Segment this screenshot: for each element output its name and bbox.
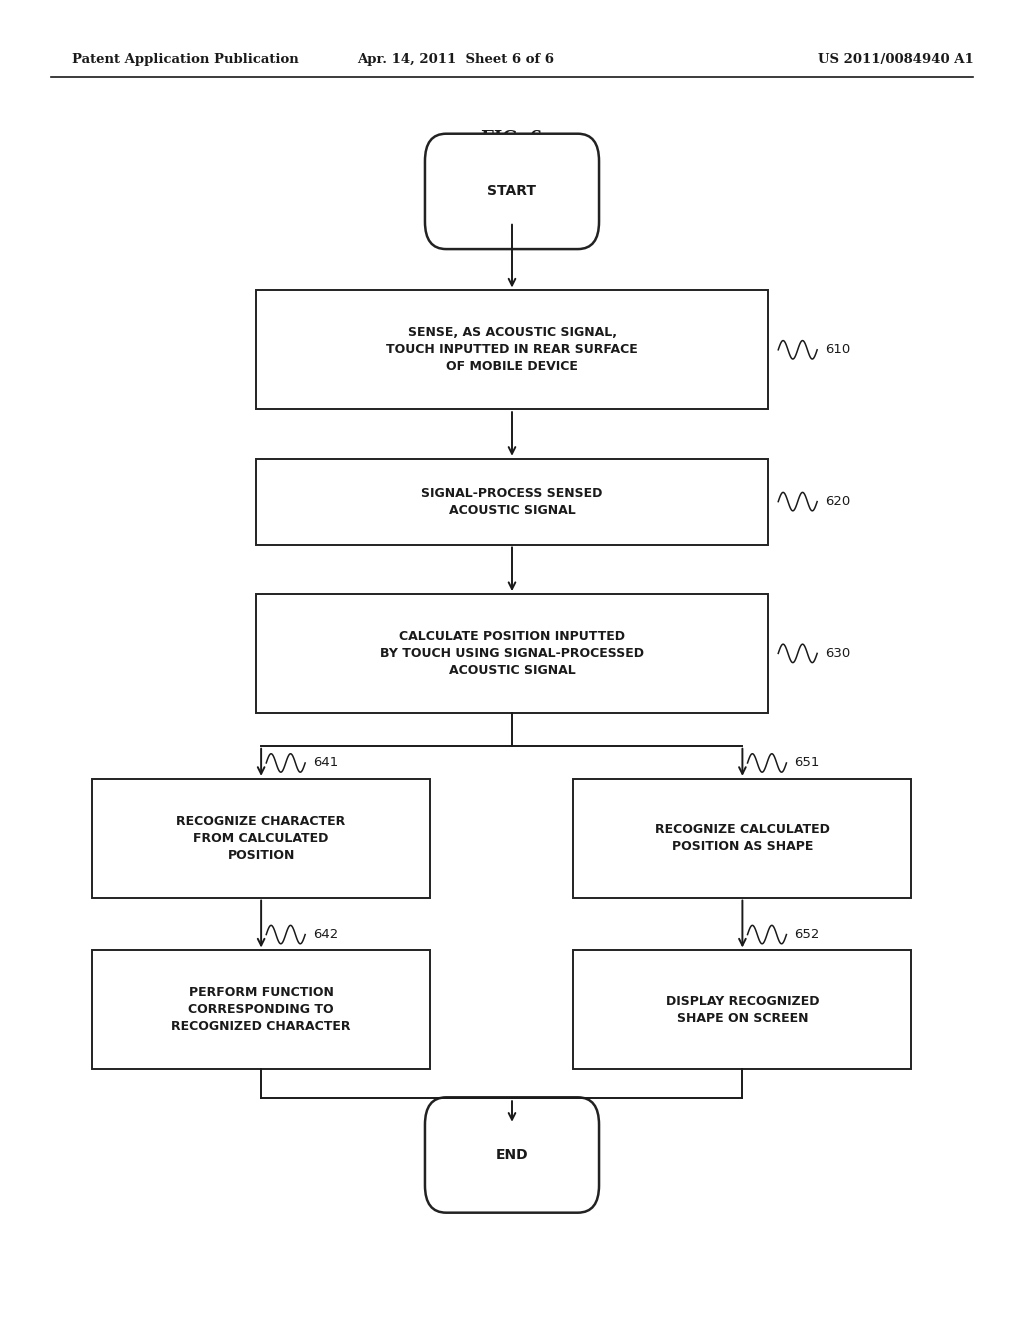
Bar [256, 290, 768, 409]
Text: SIGNAL-PROCESS SENSED
ACOUSTIC SIGNAL: SIGNAL-PROCESS SENSED ACOUSTIC SIGNAL [421, 487, 603, 516]
Bar [256, 594, 768, 713]
Text: 641: 641 [313, 756, 339, 770]
FancyBboxPatch shape [425, 133, 599, 249]
Text: 610: 610 [825, 343, 851, 356]
Bar [92, 779, 430, 898]
Text: Patent Application Publication: Patent Application Publication [72, 53, 298, 66]
Text: US 2011/0084940 A1: US 2011/0084940 A1 [818, 53, 974, 66]
Text: END: END [496, 1148, 528, 1162]
Text: 651: 651 [795, 756, 820, 770]
Bar [573, 779, 911, 898]
Text: FIG. 6: FIG. 6 [481, 129, 543, 148]
Text: RECOGNIZE CALCULATED
POSITION AS SHAPE: RECOGNIZE CALCULATED POSITION AS SHAPE [655, 824, 829, 853]
Bar [256, 458, 768, 544]
Text: PERFORM FUNCTION
CORRESPONDING TO
RECOGNIZED CHARACTER: PERFORM FUNCTION CORRESPONDING TO RECOGN… [171, 986, 351, 1034]
Text: 620: 620 [825, 495, 851, 508]
Bar [573, 950, 911, 1069]
Text: Apr. 14, 2011  Sheet 6 of 6: Apr. 14, 2011 Sheet 6 of 6 [357, 53, 554, 66]
Text: 652: 652 [795, 928, 820, 941]
Text: CALCULATE POSITION INPUTTED
BY TOUCH USING SIGNAL-PROCESSED
ACOUSTIC SIGNAL: CALCULATE POSITION INPUTTED BY TOUCH USI… [380, 630, 644, 677]
Text: START: START [487, 185, 537, 198]
Text: DISPLAY RECOGNIZED
SHAPE ON SCREEN: DISPLAY RECOGNIZED SHAPE ON SCREEN [666, 995, 819, 1024]
FancyBboxPatch shape [425, 1097, 599, 1213]
Text: 642: 642 [313, 928, 339, 941]
Text: 630: 630 [825, 647, 851, 660]
Text: SENSE, AS ACOUSTIC SIGNAL,
TOUCH INPUTTED IN REAR SURFACE
OF MOBILE DEVICE: SENSE, AS ACOUSTIC SIGNAL, TOUCH INPUTTE… [386, 326, 638, 374]
Bar [92, 950, 430, 1069]
Text: RECOGNIZE CHARACTER
FROM CALCULATED
POSITION: RECOGNIZE CHARACTER FROM CALCULATED POSI… [176, 814, 346, 862]
